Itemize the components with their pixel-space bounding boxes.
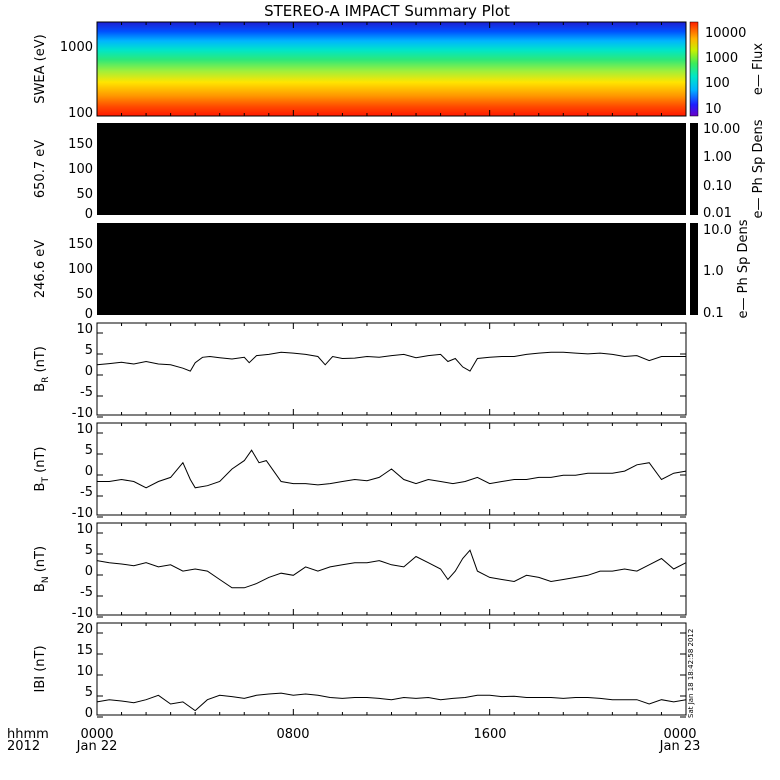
br-ylabel: BR (nT) [33, 346, 51, 392]
time-tick-0000-end: 0000 [663, 727, 696, 742]
swea-ytick-1000: 1000 [60, 40, 93, 55]
pad650-ytick-100: 100 [68, 162, 93, 177]
pad650-cb-tick-1: 1.00 [703, 150, 732, 165]
br-ytick-minus5: -5 [80, 385, 93, 400]
swea-colorbar-label: e— Flux [751, 43, 766, 95]
time-tick-0000-start: 0000 [80, 727, 113, 742]
panel-swea: 1000 100 SWEA (eV) 10000 1000 100 10 e— … [33, 21, 766, 121]
time-tick-date-end: Jan 23 [659, 739, 701, 754]
pad650-ytick-50: 50 [76, 187, 93, 202]
panel-br: 10 5 0 -5 -10 BR (nT) [33, 322, 687, 421]
pad650-cb-tick-0.1: 0.10 [703, 179, 732, 194]
swea-ytick-100: 100 [68, 106, 93, 121]
bn-frame [96, 522, 687, 616]
br-ytick-10: 10 [76, 322, 93, 337]
bmag-ytick-20: 20 [76, 622, 93, 637]
bt-ytick-5: 5 [85, 443, 93, 458]
pad246-ylabel: 246.6 eV [33, 240, 48, 298]
pad650-image [97, 123, 686, 215]
pad650-colorbar [690, 123, 698, 215]
bt-ytick-minus10: -10 [72, 506, 93, 521]
pad246-ytick-150: 150 [68, 237, 93, 252]
panel-pad650: 150 100 50 0 650.7 eV 10.00 1.00 0.10 0.… [33, 119, 766, 222]
swea-colorbar [689, 21, 699, 117]
time-axis: hhmm 2012 0000 Jan 22 0800 1600 0000 Jan… [7, 727, 700, 754]
bmag-trace [96, 692, 687, 712]
bmag-ytick-5: 5 [85, 685, 93, 700]
panel-bt: 10 5 0 -5 -10 BT (nT) [33, 422, 687, 521]
pad650-cb-tick-10: 10.00 [703, 122, 740, 137]
bt-trace [97, 449, 687, 489]
time-tick-date-start: Jan 22 [76, 739, 118, 754]
bt-ytick-10: 10 [76, 422, 93, 437]
pad246-cb-tick-10: 10.0 [703, 223, 732, 238]
plot-title: STEREO-A IMPACT Summary Plot [264, 2, 510, 20]
br-ytick-5: 5 [85, 343, 93, 358]
time-axis-row1-label: hhmm [7, 727, 49, 742]
pad246-ytick-0: 0 [85, 307, 93, 322]
pad246-ytick-50: 50 [76, 287, 93, 302]
br-ytick-0: 0 [85, 364, 93, 379]
bmag-frame [96, 622, 687, 716]
bn-ytick-10: 10 [76, 522, 93, 537]
bt-ylabel: BT (nT) [33, 447, 51, 492]
swea-cb-tick-10: 10 [705, 102, 722, 117]
pad650-ylabel: 650.7 eV [33, 140, 48, 198]
swea-cb-tick-100: 100 [705, 76, 730, 91]
pad246-colorbar-label: e— Ph Sp Dens [736, 219, 751, 318]
pad246-cb-tick-0.1: 0.1 [703, 306, 724, 321]
pad650-cb-tick-0.01: 0.01 [703, 206, 732, 221]
pad246-cb-tick-1: 1.0 [703, 264, 724, 279]
pad246-ytick-100: 100 [68, 262, 93, 277]
swea-spectrogram [97, 22, 686, 116]
panel-bn: 10 5 0 -5 -10 BN (nT) [33, 522, 687, 621]
axis-tick-marks [96, 22, 687, 718]
bmag-ytick-10: 10 [76, 664, 93, 679]
bn-ytick-minus10: -10 [72, 606, 93, 621]
plot-timestamp: Sat Jan 18 18:42:58 2012 [687, 629, 695, 718]
bmag-ytick-0: 0 [85, 706, 93, 721]
bn-trace [96, 549, 687, 589]
time-tick-1600: 1600 [473, 727, 506, 742]
bt-ytick-0: 0 [85, 464, 93, 479]
bn-ytick-minus5: -5 [80, 585, 93, 600]
bmag-ytick-15: 15 [76, 643, 93, 658]
bmag-ylabel: IBI (nT) [33, 645, 48, 692]
pad650-ytick-150: 150 [68, 137, 93, 152]
bt-ytick-minus5: -5 [80, 485, 93, 500]
time-axis-row2-label: 2012 [7, 739, 40, 754]
time-tick-0800: 0800 [276, 727, 309, 742]
swea-ylabel: SWEA (eV) [33, 34, 48, 103]
pad246-colorbar [690, 223, 698, 315]
swea-cb-tick-10000: 10000 [705, 26, 746, 41]
br-trace [96, 351, 686, 372]
swea-cb-tick-1000: 1000 [705, 51, 738, 66]
pad246-image [97, 223, 686, 315]
pad650-ytick-0: 0 [85, 207, 93, 222]
br-ytick-minus10: -10 [72, 406, 93, 421]
pad650-colorbar-label: e— Ph Sp Dens [751, 119, 766, 218]
panel-bmag: 20 15 10 5 0 IBI (nT) Sat Jan 18 18:42:5… [33, 622, 695, 721]
panel-pad246: 150 100 50 0 246.6 eV 10.0 1.0 0.1 e— Ph… [33, 219, 751, 322]
bn-ytick-5: 5 [85, 543, 93, 558]
bn-ytick-0: 0 [85, 564, 93, 579]
bn-ylabel: BN (nT) [33, 546, 51, 592]
